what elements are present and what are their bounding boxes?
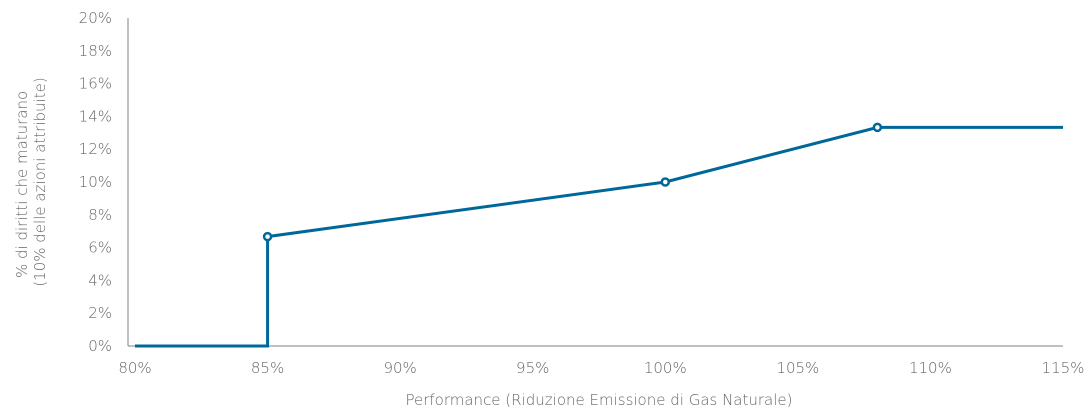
data-point-marker	[872, 122, 883, 133]
y-tick-label: 2%	[88, 304, 112, 322]
y-tick-label: 12%	[79, 140, 112, 158]
y-axis-ticks: 0% 2% 4% 6% 8% 10% 12% 14% 16% 18% 20%	[79, 9, 112, 355]
series-line	[135, 125, 1063, 348]
x-axis-ticks: 80% 85% 90% 95% 100% 105% 110% 115%	[118, 359, 1084, 377]
x-tick-label: 110%	[909, 359, 952, 377]
y-tick-label: 4%	[88, 271, 112, 289]
y-tick-label: 10%	[79, 173, 112, 191]
x-tick-label: 90%	[383, 359, 416, 377]
data-point-marker	[660, 177, 671, 187]
x-tick-label: 115%	[1042, 359, 1085, 377]
x-tick-label: 85%	[251, 359, 284, 377]
y-tick-label: 14%	[79, 107, 112, 125]
y-tick-label: 18%	[79, 42, 112, 60]
y-tick-label: 16%	[79, 75, 112, 93]
x-axis-title: Performance (Riduzione Emissione di Gas …	[405, 391, 792, 409]
x-tick-label: 95%	[516, 359, 549, 377]
y-axis-title: % di diritti che maturano (10% delle azi…	[13, 77, 49, 286]
y-tick-label: 20%	[79, 9, 112, 27]
y-tick-label: 8%	[88, 206, 112, 224]
data-point-marker	[262, 231, 273, 242]
y-axis-title-line-2: (10% delle azioni attribuite)	[31, 77, 49, 286]
x-tick-label: 100%	[644, 359, 687, 377]
y-tick-label: 6%	[88, 239, 112, 257]
y-tick-label: 0%	[88, 337, 112, 355]
series-layer	[135, 122, 1063, 348]
x-tick-label: 105%	[776, 359, 819, 377]
y-axis-title-line-1: % di diritti che maturano	[13, 91, 31, 278]
x-tick-label: 80%	[118, 359, 151, 377]
